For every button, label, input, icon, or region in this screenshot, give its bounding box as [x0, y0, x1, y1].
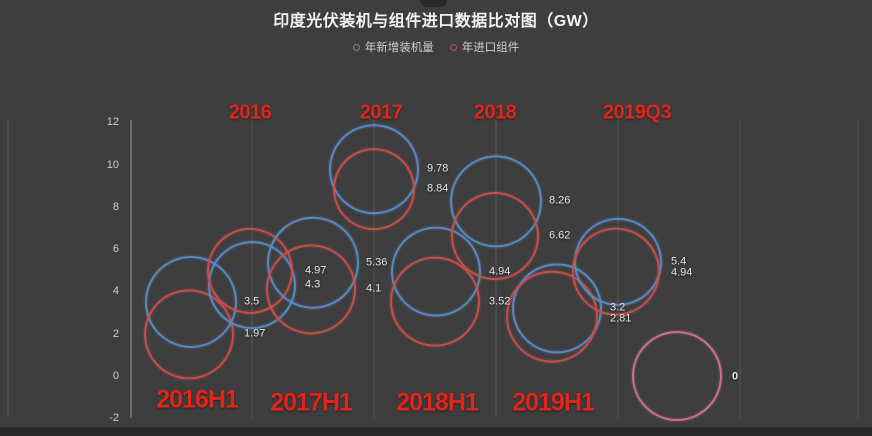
bubble-imported: [333, 148, 415, 231]
y-tick-label: 2: [112, 327, 119, 340]
value-label-imported: 0: [732, 370, 739, 383]
bubble-installed: [391, 226, 481, 317]
value-label-installed: 5.36: [366, 256, 388, 269]
y-tick-label: -2: [109, 412, 119, 425]
period-label-2019H1: 2019H1: [512, 388, 595, 417]
bubble-imported: [144, 289, 234, 380]
legend-label-installed: 年新增装机量: [364, 42, 434, 54]
bubble-imported: [632, 331, 722, 421]
period-label-2017: 2017: [359, 101, 403, 124]
y-tick-label: 10: [106, 158, 119, 171]
legend-ring-red-icon: [449, 43, 457, 51]
legend-item-installed: 年新增装机量: [352, 39, 434, 55]
y-tick-label: 4: [112, 285, 119, 298]
value-label-installed: 5.4: [671, 255, 687, 268]
bubble-imported: [506, 270, 598, 363]
period-label-2019Q3: 2019Q3: [602, 101, 672, 124]
y-tick-label: 12: [106, 116, 119, 129]
period-label-2017H1: 2017H1: [270, 388, 353, 417]
value-label-imported: 3.52: [489, 295, 511, 308]
y-tick-label: 6: [112, 243, 119, 256]
chart-title: 印度光伏装机与组件进口数据比对图（GW）: [273, 13, 599, 30]
period-label-2016: 2016: [228, 101, 272, 124]
period-label-2018H1: 2018H1: [396, 388, 479, 417]
value-label-installed: 9.78: [427, 162, 449, 175]
value-label-installed: 4.3: [305, 278, 321, 291]
value-label-imported: 1.97: [244, 327, 266, 340]
value-label-installed: 8.26: [549, 194, 571, 207]
legend-label-imported: 年进口组件: [461, 42, 520, 54]
value-label-imported: 4.97: [305, 264, 327, 277]
bubble-installed: [450, 155, 542, 248]
bubble-imported: [266, 244, 356, 335]
value-label-installed: 3.2: [610, 301, 626, 314]
top-notch-decoration: [420, 0, 447, 7]
value-label-imported: 4.94: [671, 266, 693, 279]
bubble-imported: [451, 192, 539, 281]
value-label-imported: 8.84: [427, 182, 449, 195]
period-label-2018: 2018: [473, 101, 517, 124]
bubble-installed: [145, 256, 237, 349]
value-label-imported: 6.62: [549, 229, 571, 242]
bubble-installed: [512, 263, 602, 354]
bubble-imported: [572, 227, 660, 316]
bubble-installed: [208, 241, 296, 330]
chart-legend: 年新增装机量 年进口组件: [0, 39, 872, 55]
bubble-imported: [207, 227, 293, 314]
period-label-2016H1: 2016H1: [156, 385, 239, 414]
value-label-installed: 3.5: [244, 295, 260, 308]
legend-item-imported: 年进口组件: [449, 39, 520, 55]
y-tick-label: 0: [112, 370, 119, 382]
value-label-imported: 2.81: [610, 312, 632, 325]
bubble-installed: [267, 216, 359, 309]
y-tick-label: 8: [112, 200, 119, 213]
value-label-imported: 4.1: [366, 282, 382, 295]
bottom-band-decoration: [0, 427, 872, 436]
bubble-imported: [390, 256, 480, 347]
legend-ring-blue-icon: [352, 43, 360, 51]
value-label-installed: 4.94: [489, 265, 511, 278]
bubble-installed: [329, 124, 419, 215]
